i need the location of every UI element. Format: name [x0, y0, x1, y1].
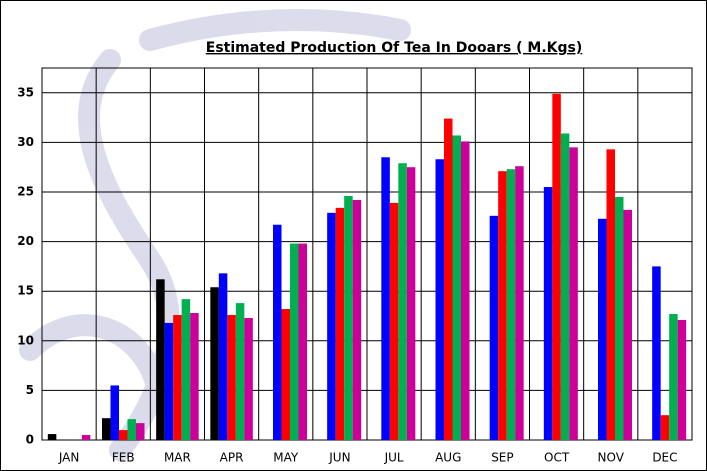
- bar: [244, 317, 253, 440]
- x-tick-label: MAY: [273, 451, 299, 465]
- bar: [156, 279, 165, 440]
- bar: [81, 435, 91, 440]
- y-tick-label: 5: [26, 383, 34, 397]
- bar: [669, 314, 678, 440]
- x-tick-label: JAN: [58, 451, 80, 465]
- bar: [598, 218, 607, 440]
- bar: [498, 171, 507, 440]
- bar: [173, 315, 182, 440]
- x-tick-label: OCT: [544, 451, 570, 465]
- bar: [543, 187, 553, 440]
- bar: [623, 209, 632, 440]
- bar: [327, 212, 336, 440]
- bar: [273, 224, 282, 440]
- bar: [227, 315, 236, 440]
- bar: [560, 133, 570, 441]
- x-tick-label: MAR: [164, 451, 191, 465]
- bar: [127, 419, 136, 440]
- bar: [444, 118, 453, 440]
- bar: [218, 273, 228, 440]
- bar: [290, 243, 299, 440]
- x-tick-label: NOV: [598, 451, 625, 465]
- bar: [352, 199, 362, 440]
- bar: [552, 93, 561, 441]
- y-tick-label: 10: [17, 333, 34, 347]
- bar: [344, 195, 353, 440]
- bar: [569, 147, 578, 441]
- y-tick-label: 25: [17, 185, 34, 199]
- bar: [298, 243, 307, 440]
- bar: [406, 167, 416, 440]
- bar: [136, 423, 145, 440]
- bar: [615, 196, 624, 440]
- bar: [335, 207, 345, 440]
- x-tick-label: APR: [220, 451, 244, 465]
- bar: [652, 266, 661, 440]
- bar: [164, 322, 174, 440]
- y-tick-label: 30: [17, 135, 34, 149]
- bar: [190, 313, 199, 440]
- x-tick-label: FEB: [112, 451, 135, 465]
- bar: [102, 418, 111, 440]
- y-tick-label: 0: [26, 433, 34, 447]
- bar: [660, 415, 670, 440]
- bar: [47, 434, 57, 440]
- bar: [119, 430, 128, 440]
- bar: [452, 135, 461, 440]
- bar: [381, 157, 390, 440]
- y-tick-label: 15: [17, 284, 34, 298]
- x-tick-label: JUN: [328, 451, 350, 465]
- bar: [235, 303, 245, 440]
- bar: [489, 215, 499, 440]
- x-tick-label: JUL: [384, 451, 404, 465]
- bar: [506, 169, 516, 440]
- bar: [435, 159, 444, 440]
- bar: [110, 385, 119, 440]
- bar: [677, 319, 687, 440]
- chart-title: Estimated Production Of Tea In Dooars ( …: [206, 40, 583, 56]
- y-tick-label: 20: [17, 234, 34, 248]
- bar: [281, 309, 290, 440]
- y-tick-label: 35: [17, 85, 34, 99]
- x-tick-label: AUG: [435, 451, 461, 465]
- bar: [515, 166, 524, 440]
- x-tick-label: SEP: [491, 451, 513, 465]
- bar: [389, 202, 399, 440]
- bar: [181, 299, 191, 440]
- x-tick-label: DEC: [652, 451, 677, 465]
- bar: [606, 149, 615, 440]
- bar: [461, 141, 470, 440]
- bar: [210, 287, 219, 440]
- bar: [398, 163, 407, 440]
